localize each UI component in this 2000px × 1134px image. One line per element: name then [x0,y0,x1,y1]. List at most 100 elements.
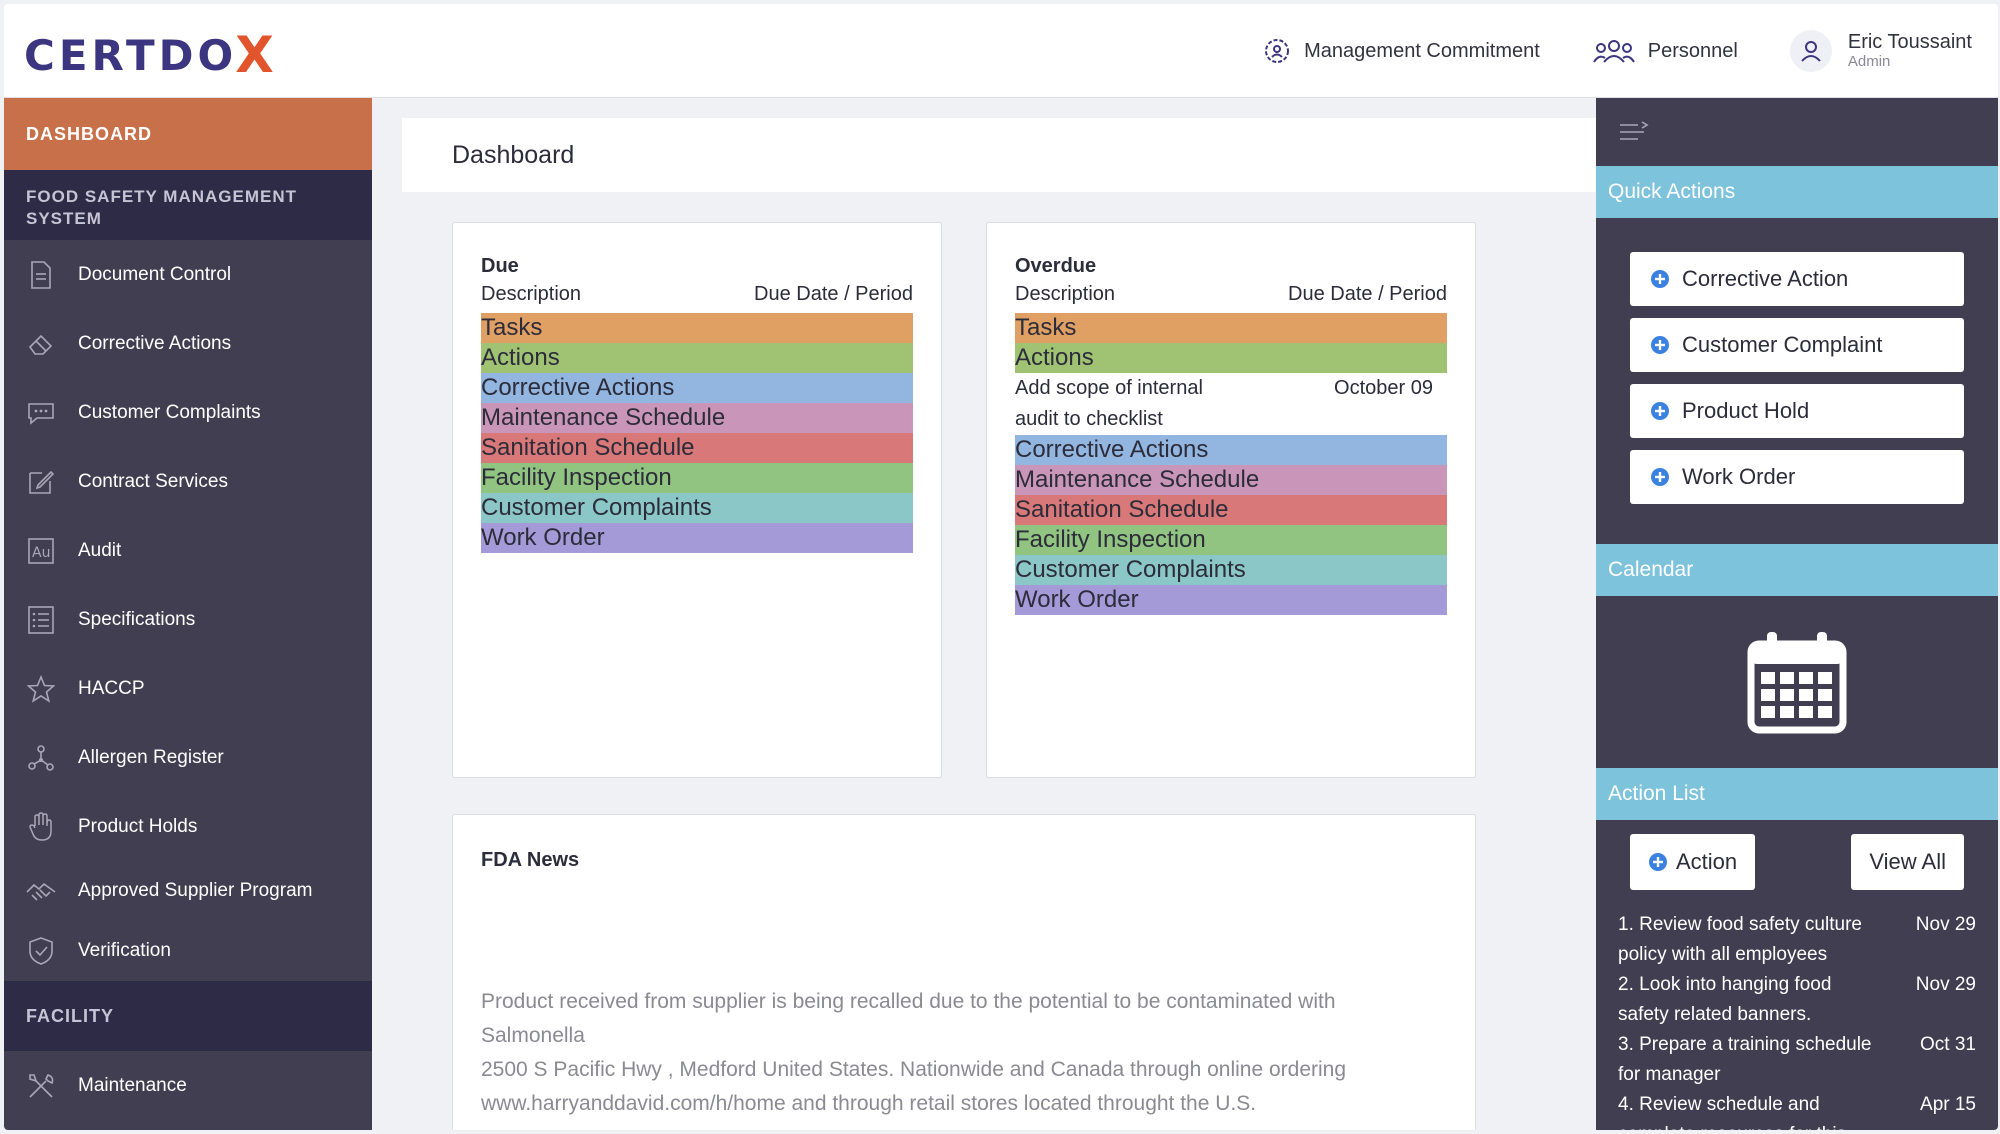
sidebar-item-label: Document Control [78,263,232,285]
people-icon [1592,40,1635,63]
action-text: 4. Review schedule and complete resource… [1618,1094,1846,1130]
user-role: Admin [1847,53,1891,70]
action-list-item[interactable]: 3. Prepare a training schedule for manag… [1618,1030,1976,1090]
status-band[interactable]: Facility Inspection [1015,525,1447,555]
sidebar-item-corrective-actions[interactable]: Corrective Actions [4,309,372,378]
plus-circle-icon [1651,402,1669,420]
status-band[interactable]: Work Order [481,523,913,553]
user-icon [1801,41,1821,62]
quick-action-product-hold[interactable]: Product Hold [1630,384,1964,438]
quick-action-customer-complaint[interactable]: Customer Complaint [1630,318,1964,372]
sidebar-item-label: Specifications [78,608,196,630]
sidebar: DASHBOARD FOOD SAFETY MANAGEMENT SYSTEM … [4,98,372,1130]
app-window: CERTDO X Management Commitment Personnel … [4,4,1998,1130]
sidebar-item-allergen-register[interactable]: Allergen Register [4,723,372,792]
sidebar-item-label: Corrective Actions [78,332,232,354]
col-description: Description [481,283,582,305]
overdue-item-date: October 09 [1334,377,1433,399]
sidebar-item-approved-supplier-program[interactable]: Approved Supplier Program [4,861,372,921]
list-icon [28,605,54,634]
quick-action-label: Product Hold [1682,398,1810,423]
view-all-button[interactable]: View All [1851,834,1964,890]
status-band[interactable]: Actions [481,343,913,373]
status-band[interactable]: Sanitation Schedule [1015,495,1447,525]
col-due-date: Due Date / Period [1288,283,1447,305]
eraser-icon [28,334,53,355]
sidebar-item-label: Verification [78,940,171,961]
fda-news-line: Product received from supplier is being … [481,990,1336,1047]
status-band[interactable]: Tasks [1015,313,1447,343]
gear-people-icon [1265,39,1290,63]
quick-action-work-order[interactable]: Work Order [1630,450,1964,504]
calendar-widget[interactable] [1596,596,1998,768]
management-label: Management Commitment [1304,39,1540,62]
sidebar-item-dashboard[interactable]: DASHBOARD [4,98,372,170]
chat-icon [28,402,54,425]
status-band[interactable]: Facility Inspection [481,463,913,493]
sidebar-item-specifications[interactable]: Specifications [4,585,372,654]
sidebar-item-verification[interactable]: Verification [4,921,372,981]
status-band[interactable]: Customer Complaints [481,493,913,523]
top-nav: Management Commitment Personnel Eric Tou… [1210,4,1998,98]
status-band[interactable]: Customer Complaints [1015,555,1447,585]
status-band[interactable]: Tasks [481,313,913,343]
star-icon [27,674,55,703]
sidebar-item-label: Customer Complaints [78,401,261,423]
plus-circle-icon [1651,468,1669,486]
action-list-item[interactable]: 1. Review food safety culture policy wit… [1618,910,1976,970]
action-date: Oct 31 [1920,1034,1976,1055]
plus-circle-icon [1649,853,1667,871]
action-text: 2. Look into hanging food safety related… [1618,974,1832,1025]
edit-icon [29,470,55,494]
management-commitment-link[interactable]: Management Commitment [1262,36,1540,66]
status-band[interactable]: Maintenance Schedule [1015,465,1447,495]
plus-circle-icon [1651,336,1669,354]
personnel-label: Personnel [1647,39,1738,62]
handshake-icon [26,882,56,901]
action-list-item[interactable]: 2. Look into hanging food safety related… [1618,970,1976,1030]
status-band[interactable]: Work Order [1015,585,1447,615]
add-action-label: Action [1676,849,1738,874]
sidebar-item-product-holds[interactable]: Product Holds [4,792,372,861]
due-title: Due [481,255,519,277]
panel-toggle[interactable] [1596,98,1998,166]
action-date: Nov 29 [1915,914,1976,935]
due-band-list: Tasks Actions Corrective Actions Maintenanc… [481,313,913,553]
sidebar-item-contract-services[interactable]: Contract Services [4,447,372,516]
avatar [1789,30,1832,72]
sidebar-item-label: Audit [78,539,122,561]
col-description: Description [1015,283,1116,305]
calendar-header: Calendar [1596,544,1998,596]
overdue-item-desc: Add scope of internal audit to checklist [1015,377,1203,430]
sidebar-item-document-control[interactable]: Document Control [4,240,372,309]
status-band[interactable]: Corrective Actions [481,373,913,403]
sidebar-item-haccp[interactable]: HACCP [4,654,372,723]
sidebar-item-audit[interactable]: Au Audit [4,516,372,585]
status-band[interactable]: Actions [1015,343,1447,373]
quick-action-label: Corrective Action [1682,266,1849,291]
fda-news-title: FDA News [481,849,580,871]
quick-actions-list: Corrective Action Customer Complaint Pro… [1596,218,1998,544]
action-list-item[interactable]: 4. Review schedule and complete resource… [1618,1090,1976,1130]
quick-action-label: Customer Complaint [1682,332,1883,357]
action-list-header: Action List [1596,768,1998,820]
quick-action-corrective-action[interactable]: Corrective Action [1630,252,1964,306]
overdue-item[interactable]: Add scope of internal audit to checklist… [1015,373,1447,435]
status-band[interactable]: Maintenance Schedule [481,403,913,433]
user-menu[interactable]: Eric Toussaint Admin [1789,30,1972,72]
collapse-panel-icon [1620,121,1649,140]
hand-icon [29,811,52,841]
status-band[interactable]: Corrective Actions [1015,435,1447,465]
top-bar: CERTDO X Management Commitment Personnel … [4,4,1998,98]
add-action-button[interactable]: Action [1630,834,1756,890]
quick-actions-header: Quick Actions [1596,166,1998,218]
action-date: Apr 15 [1920,1094,1976,1115]
personnel-link[interactable]: Personnel [1592,38,1738,64]
certdox-logo[interactable]: CERTDO X [24,26,278,84]
overdue-card: Overdue Description Due Date / Period Ta… [986,222,1476,778]
action-text: 3. Prepare a training schedule for manag… [1618,1034,1872,1085]
sidebar-item-maintenance[interactable]: Maintenance [4,1051,372,1120]
sidebar-item-customer-complaints[interactable]: Customer Complaints [4,378,372,447]
sidebar-item-label: Approved Supplier Program [78,880,313,901]
status-band[interactable]: Sanitation Schedule [481,433,913,463]
